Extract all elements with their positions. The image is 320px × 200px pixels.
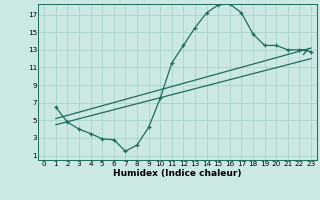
X-axis label: Humidex (Indice chaleur): Humidex (Indice chaleur): [113, 169, 242, 178]
